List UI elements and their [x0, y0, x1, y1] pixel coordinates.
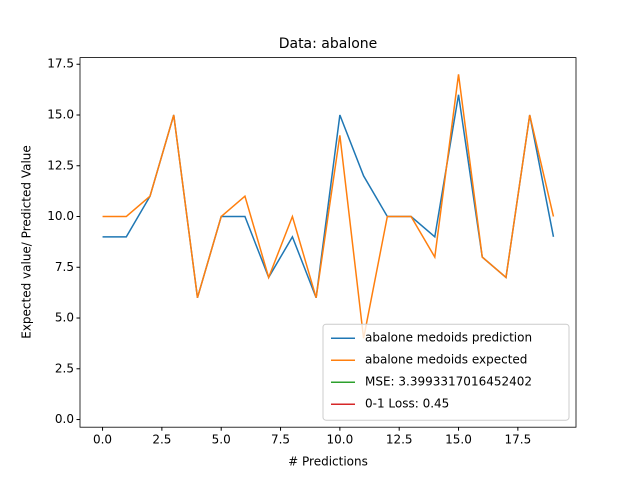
y-tick-label: 17.5: [47, 57, 74, 71]
x-tick-label: 12.5: [386, 433, 413, 447]
series-line: [102, 74, 555, 339]
legend-label: MSE: 3.3993317016452402: [365, 375, 532, 389]
legend: abalone medoids prediction abalone medoid…: [322, 323, 570, 421]
legend-label: 0-1 Loss: 0.45: [365, 397, 449, 411]
legend-label: abalone medoids prediction: [365, 331, 532, 345]
plot-frame: [79, 57, 577, 428]
x-tick-label: 7.5: [271, 433, 290, 447]
y-tick-label: 2.5: [55, 361, 74, 375]
x-tick-label: 15.0: [445, 433, 472, 447]
y-tick-label: 10.0: [47, 209, 74, 223]
y-tick-label: 0.0: [55, 412, 74, 426]
x-tick-label: 17.5: [504, 433, 531, 447]
x-axis-label: # Predictions: [288, 455, 368, 469]
legend-box: [322, 323, 570, 421]
x-tick-label: 2.5: [152, 433, 171, 447]
chart-title: Data: abalone: [279, 36, 378, 52]
y-tick-label: 15.0: [47, 108, 74, 122]
legend-label: abalone medoids expected: [365, 353, 527, 367]
y-tick-label: 7.5: [55, 260, 74, 274]
y-axis-label: Expected value/ Predicted Value: [20, 145, 34, 339]
x-tick-label: 10.0: [327, 433, 354, 447]
y-tick-label: 5.0: [55, 311, 74, 325]
y-tick-label: 12.5: [47, 158, 74, 172]
x-tick-label: 0.0: [93, 433, 112, 447]
x-tick-label: 5.0: [212, 433, 231, 447]
